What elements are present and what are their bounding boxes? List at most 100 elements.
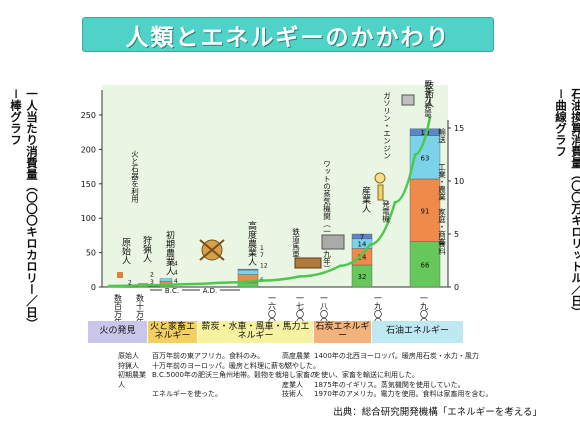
- plot-background: [102, 85, 448, 287]
- bar-segment: [351, 233, 373, 240]
- lamp-icon: [374, 172, 386, 184]
- bar-value-label: 4: [174, 261, 178, 268]
- bar-segment: [159, 278, 173, 282]
- legend-desc: 十万年前のヨーロッパ。暖房と料理に薪を燃やした。: [152, 361, 320, 370]
- legend-desc: を使い、家畜を輸送に利用した。: [314, 371, 419, 379]
- era-label: 石炭エネルギー: [315, 321, 370, 341]
- bar-segment: [237, 282, 259, 288]
- bar-category-label: 初期農業人: [164, 230, 175, 276]
- left-tick-label: 150: [81, 180, 96, 189]
- legend-term: 高度農業人: [282, 352, 310, 370]
- era-wood-water-wind: 薪炭・水車・風車・馬力エネルギー: [198, 321, 314, 343]
- x-tick-label: 一六〇〇年: [268, 294, 277, 335]
- bar-segment: [409, 178, 441, 242]
- left-axis-label: 一人当たり消費量（〇〇〇キロカロリー／日）－棒グラフ: [9, 88, 39, 324]
- x-tick-label: A.D.: [203, 287, 218, 295]
- bar-value-label: 63: [421, 154, 430, 162]
- bar-value-label: 91: [421, 207, 430, 215]
- legend-desc: B.C.5000年の肥沃三角州地帯。穀物を栽培し家畜の: [152, 371, 317, 379]
- era-label: 石油エネルギー: [385, 326, 449, 337]
- bar-value-label: 10: [421, 129, 430, 137]
- x-tick-label: 数十万年: [136, 293, 145, 327]
- x-tick-label: 一八〇〇年: [320, 294, 329, 335]
- x-tick-label: 一九〇〇年: [374, 294, 383, 335]
- stack-label: 輸送: [437, 127, 446, 145]
- legend-desc: 1400年の北西ヨーロッパ。暖房用石炭・水力・風力: [314, 352, 479, 360]
- fire-icon: [117, 272, 123, 278]
- era-livestock: 火と家畜エネルギー: [148, 321, 198, 343]
- bar-category-label: 技術人: [423, 80, 434, 108]
- x-tick-label: 数百万年: [114, 293, 123, 327]
- era-fire: 火の発見: [88, 321, 148, 343]
- left-tick-label: 250: [81, 111, 96, 120]
- stack-label: 食料: [437, 239, 446, 256]
- stack-label: 家庭・商業: [437, 207, 446, 247]
- left-tick-label: 50: [86, 249, 96, 258]
- legend-desc: 1970年のアメリカ。電力を使用。食料は家畜用を含む。: [314, 390, 493, 398]
- bar-value-label: 66: [421, 261, 430, 269]
- legend-desc: 1875年のイギリス。蒸気機関を使用していた。: [314, 380, 465, 389]
- consumption-curve: [107, 117, 432, 288]
- right-tick-label: 0: [454, 283, 459, 292]
- steam-engine-icon: [321, 234, 345, 250]
- bar-category-label: 産業人: [360, 185, 371, 213]
- era-label: 火の発見: [99, 326, 136, 337]
- chart-title: 人類とエネルギーのかかわり: [125, 24, 451, 51]
- bar-segment: [237, 268, 259, 271]
- right-tick-label: 10: [454, 177, 464, 186]
- bar-value-label: 1: [260, 245, 264, 252]
- bar-value-label: 12: [260, 263, 268, 270]
- legend-term: 初期農業人: [118, 371, 146, 389]
- generator-icon: [377, 184, 384, 201]
- bar-segment: [237, 269, 259, 275]
- bar-value-label: 2: [150, 272, 154, 279]
- engine-icon: [401, 94, 415, 106]
- right-axis-label: 石油換算消費量（〇〇万キロリットル／日）－曲線グラフ: [554, 88, 580, 318]
- bar-category-label: 高度農業人: [246, 220, 257, 266]
- windmill-blade-icon: [199, 239, 225, 261]
- legend-desc: 百万年前の東アフリカ。食料のみ。: [152, 352, 264, 360]
- legend-term: 技術人: [282, 390, 303, 398]
- bar-value-label: 3: [150, 279, 154, 286]
- left-tick-label: 100: [81, 214, 96, 223]
- x-tick-label: 一九〇〇年: [420, 294, 429, 335]
- bar-category-label: 原始人: [120, 238, 131, 265]
- annotation-label: 原子力発電: [423, 80, 432, 118]
- annotation-label: 発電機: [381, 200, 390, 224]
- x-tick-label: B.C.: [165, 287, 179, 295]
- horse-carriage-icon: [294, 257, 322, 269]
- bar-value-label: 32: [358, 273, 367, 281]
- bar-value-label: 7: [360, 233, 364, 241]
- era-oil: 石油エネルギー: [372, 321, 464, 343]
- legend-term: 狩猟人: [118, 361, 139, 370]
- bar-value-label: 7: [260, 252, 264, 259]
- legend-term: 原始人: [118, 352, 139, 360]
- bar-value-label: 2: [128, 280, 132, 287]
- annotation-label: 鉄道馬車: [291, 227, 300, 259]
- bar-value-label: 4: [174, 278, 178, 285]
- legend-right: 高度農業人 1400年の北西ヨーロッパ。暖房用石炭・水力・風力 を使い、家畜を輸送…: [282, 352, 492, 400]
- era-coal: 石炭エネルギー: [314, 321, 372, 343]
- annotation-label: 火と石器を利用: [130, 150, 139, 204]
- legend-term: 産業人: [282, 380, 303, 389]
- annotation-label: ワットの蒸気機関（一七六九年）: [322, 160, 331, 273]
- bar-value-label: 24: [358, 254, 367, 262]
- right-tick-label: 5: [454, 230, 459, 239]
- left-tick-label: 0: [91, 283, 96, 292]
- left-tick-label: 200: [81, 145, 96, 154]
- stack-label: 工業・農業: [437, 163, 446, 202]
- bar-value-label: 14: [358, 241, 367, 249]
- legend-left: 原始人 百万年前の東アフリカ。食料のみ。 狩猟人 十万年前のヨーロッパ。暖房と料理に…: [118, 352, 320, 400]
- legend-term: [118, 390, 152, 400]
- era-label: 火と家畜エネルギー: [149, 321, 195, 341]
- era-label: 薪炭・水車・風車・馬力エネルギー: [201, 321, 310, 341]
- right-tick-label: 15: [454, 124, 464, 133]
- legend-term: [282, 371, 314, 381]
- annotation-label: ガソリン・エンジン: [383, 92, 392, 160]
- bar-value-label: 4: [174, 269, 178, 276]
- x-tick-label: 一七〇〇年: [296, 294, 305, 335]
- legend-desc: エネルギーを使った。: [152, 390, 222, 398]
- bar-category-label: 狩猟人: [141, 234, 152, 262]
- title-banner: 人類とエネルギーのかかわり: [82, 17, 494, 52]
